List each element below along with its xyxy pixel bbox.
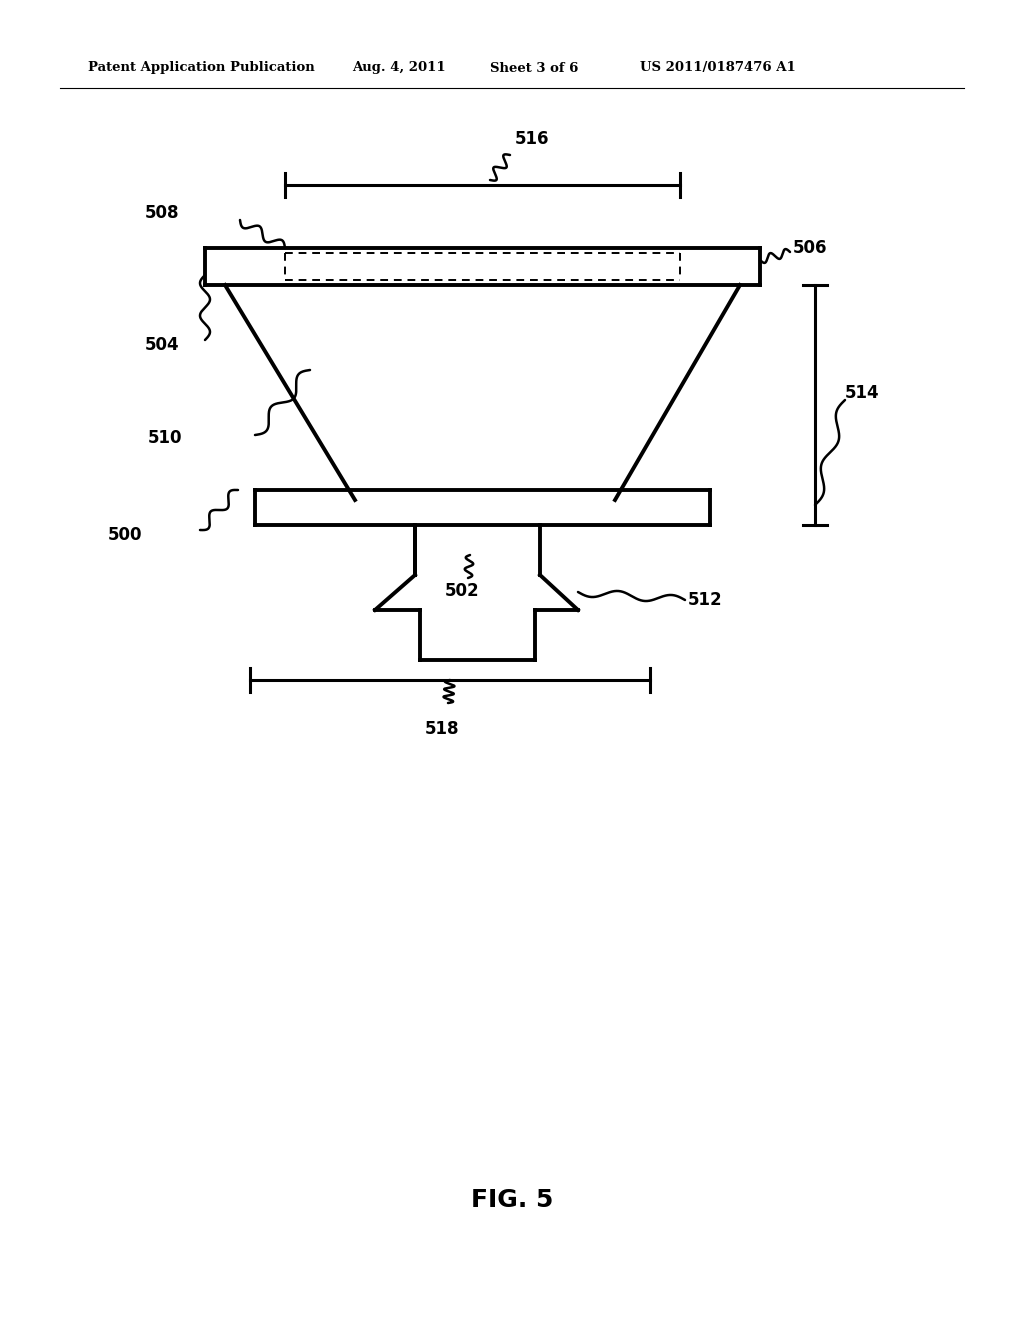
Text: Patent Application Publication: Patent Application Publication (88, 62, 314, 74)
Text: 504: 504 (145, 337, 179, 354)
Text: Sheet 3 of 6: Sheet 3 of 6 (490, 62, 579, 74)
Text: 516: 516 (515, 129, 550, 148)
Text: 500: 500 (108, 525, 142, 544)
Text: FIG. 5: FIG. 5 (471, 1188, 553, 1212)
Text: 514: 514 (845, 384, 880, 403)
Text: 508: 508 (145, 205, 179, 222)
Text: 518: 518 (425, 719, 460, 738)
Text: 506: 506 (793, 239, 827, 257)
Text: 510: 510 (148, 429, 182, 447)
Text: US 2011/0187476 A1: US 2011/0187476 A1 (640, 62, 796, 74)
Text: 512: 512 (688, 591, 723, 609)
Text: 502: 502 (445, 582, 479, 601)
Text: Aug. 4, 2011: Aug. 4, 2011 (352, 62, 445, 74)
